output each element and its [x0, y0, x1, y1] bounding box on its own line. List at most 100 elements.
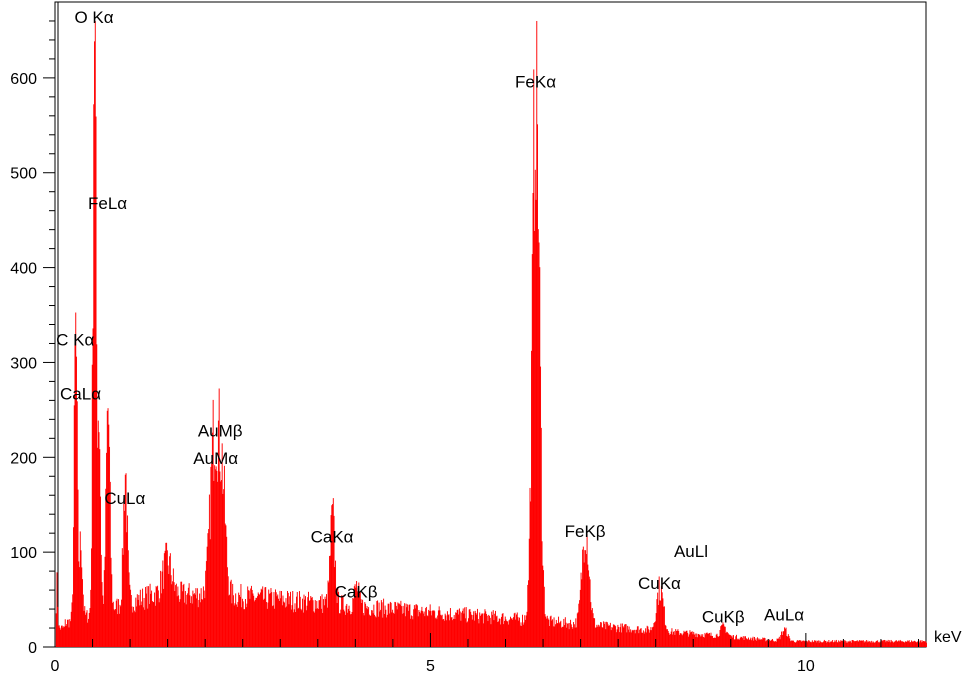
peak-label: CaKα — [311, 528, 354, 547]
spectrum-bar — [790, 640, 792, 647]
spectrum-bar — [396, 609, 398, 647]
spectrum-bar — [115, 609, 117, 647]
spectrum-bar — [606, 622, 608, 647]
spectrum-bar — [507, 621, 508, 647]
spectrum-bar — [241, 598, 243, 647]
spectrum-bar — [214, 465, 216, 647]
spectrum-bar — [183, 583, 185, 647]
spectrum-bar — [484, 609, 486, 647]
spectrum-bar — [389, 601, 391, 647]
spectrum-bar — [827, 642, 829, 647]
spectrum-bar — [636, 626, 638, 647]
spectrum-bar — [363, 615, 365, 647]
spectrum-bar — [746, 638, 748, 647]
spectrum-bar — [302, 612, 304, 647]
spectrum-bar — [781, 631, 783, 647]
spectrum-bar — [124, 510, 126, 647]
spectrum-bar — [187, 587, 189, 647]
spectrum-bar — [612, 627, 614, 647]
spectrum-bar — [475, 612, 477, 647]
spectrum-bar — [614, 625, 616, 647]
spectrum-bar — [597, 626, 599, 647]
spectrum-bar — [536, 20, 538, 648]
spectrum-bar — [315, 608, 317, 647]
spectrum-bar — [176, 596, 178, 647]
spectrum-bar — [354, 584, 356, 647]
peak-labels: O Kα FeLα C Kα CaLα CuLα AuMβ AuMα CaKα CaKβ FeKα… — [56, 8, 804, 626]
spectrum-bar — [324, 596, 326, 647]
spectrum-bar — [832, 642, 834, 647]
spectrum-bar — [557, 622, 559, 647]
spectrum-bar — [775, 641, 777, 647]
spectrum-bar — [178, 601, 180, 647]
spectrum-bar — [519, 617, 520, 647]
spectrum-bar — [639, 629, 641, 647]
spectrum-bar — [335, 594, 337, 647]
spectrum-bar — [303, 594, 305, 647]
spectrum-bar — [789, 638, 791, 647]
spectrum-bar — [560, 620, 562, 647]
spectrum-bar — [657, 592, 659, 647]
spectrum-bar — [476, 614, 478, 647]
spectrum-bar — [895, 640, 897, 647]
spectrum-bar — [576, 613, 578, 647]
spectrum-bar — [677, 629, 679, 647]
spectrum-bar — [799, 640, 801, 647]
spectrum-bar — [867, 640, 869, 647]
spectrum-bar — [720, 626, 722, 647]
spectrum-bar — [306, 605, 308, 647]
spectrum-bar — [331, 505, 333, 647]
spectrum-bar — [883, 640, 885, 647]
spectrum-bar — [689, 630, 691, 647]
spectrum-bar — [321, 594, 323, 647]
spectrum-bar — [220, 481, 222, 647]
spectrum-bar — [369, 615, 371, 647]
spectrum-bar — [90, 589, 92, 647]
spectrum-bar — [492, 614, 493, 647]
spectrum-bar — [829, 642, 831, 647]
spectrum-bar — [375, 617, 377, 647]
spectrum-bar — [352, 597, 354, 647]
spectrum-bar — [69, 619, 71, 647]
spectrum-bar — [695, 637, 697, 647]
spectrum-bar — [679, 633, 681, 647]
spectrum-bar — [777, 638, 779, 647]
spectrum-bar — [658, 576, 660, 647]
spectrum-bar — [285, 598, 287, 647]
spectrum-bar — [820, 642, 822, 647]
spectrum-bar — [337, 588, 339, 647]
spectrum-bar — [392, 612, 394, 647]
spectrum-bar — [425, 608, 427, 647]
spectrum-bar — [445, 615, 447, 647]
spectrum-bar — [604, 621, 606, 647]
spectrum-bar — [167, 565, 169, 647]
spectrum-bar — [813, 641, 815, 647]
spectrum-bar — [539, 267, 541, 647]
spectrum-bar — [154, 592, 156, 647]
spectrum-bar — [696, 637, 698, 647]
spectrum-bar — [325, 598, 327, 647]
spectrum-bar — [574, 627, 576, 647]
spectrum-bar — [184, 591, 186, 647]
spectrum-bar — [373, 604, 375, 647]
spectrum-bar — [740, 636, 742, 647]
spectrum-bar — [815, 640, 817, 647]
spectrum-bar — [205, 561, 207, 647]
spectrum-bar — [66, 624, 68, 647]
spectrum-bar — [109, 481, 111, 647]
spectrum-bar — [617, 624, 619, 647]
spectrum-bar — [549, 626, 551, 647]
spectrum-bar — [265, 587, 267, 647]
spectrum-bar — [561, 626, 563, 647]
spectrum-bar — [603, 621, 605, 647]
spectrum-bar — [358, 582, 360, 647]
spectrum-bar — [466, 622, 468, 647]
spectrum-bar — [639, 628, 641, 647]
spectrum-bar — [133, 606, 135, 647]
spectrum-bar — [920, 642, 922, 647]
spectrum-bar — [133, 610, 135, 647]
spectrum-bar — [333, 515, 335, 647]
spectrum-bar — [599, 625, 601, 647]
spectrum-bar — [377, 600, 379, 647]
spectrum-bar — [356, 591, 358, 647]
